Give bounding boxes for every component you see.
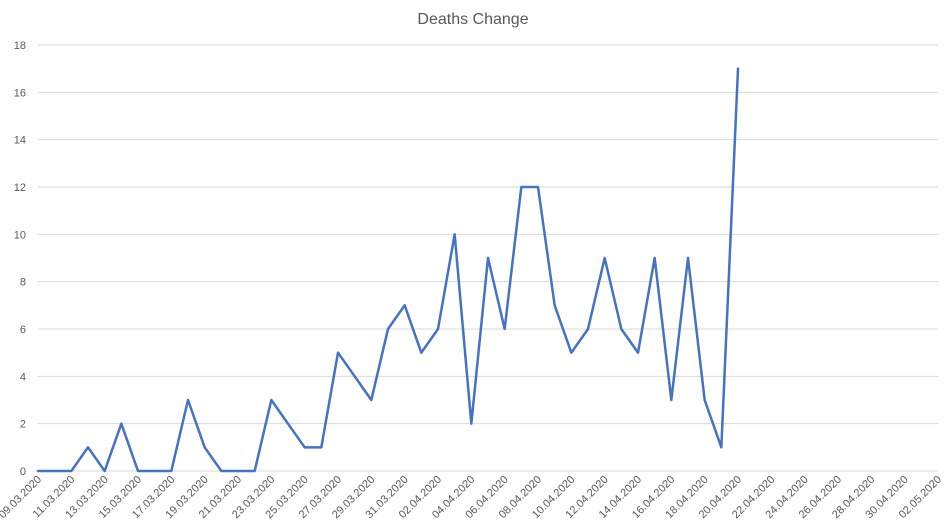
y-tick-label: 12 [14, 182, 26, 194]
y-tick-label: 10 [14, 229, 26, 241]
series-line [36, 67, 740, 473]
x-axis-ticks: 09.03.202011.03.202013.03.202015.03.2020… [0, 474, 944, 521]
y-tick-label: 2 [20, 419, 26, 431]
gridlines [38, 44, 938, 472]
y-tick-label: 8 [20, 277, 26, 289]
y-tick-label: 4 [20, 371, 26, 383]
chart-title: Deaths Change [417, 11, 528, 28]
y-tick-label: 0 [20, 466, 26, 478]
y-tick-label: 16 [14, 87, 26, 99]
y-tick-label: 18 [14, 40, 26, 52]
y-tick-label: 6 [20, 324, 26, 336]
series-layer [36, 67, 740, 473]
y-tick-label: 14 [14, 135, 26, 147]
y-axis-ticks: 0 2 4 6 8 10 12 14 16 18 [14, 40, 26, 478]
